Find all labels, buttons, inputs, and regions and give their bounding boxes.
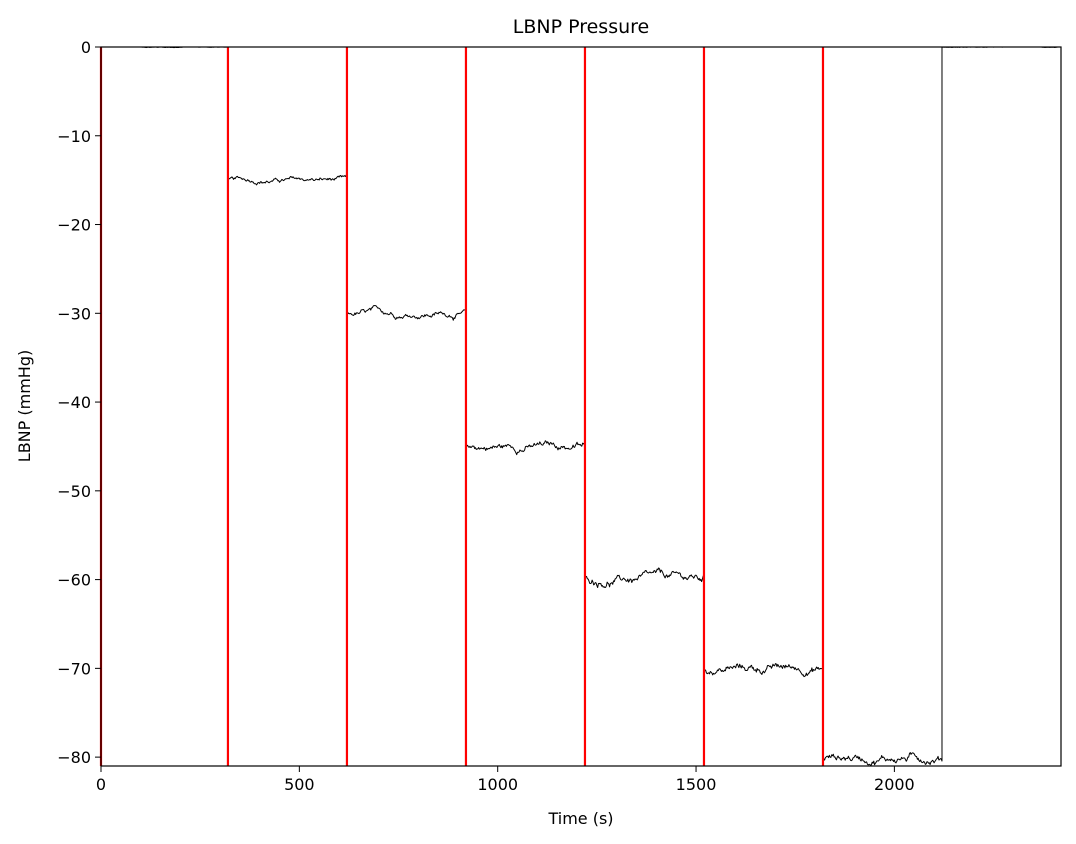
y-tick-label: −30 bbox=[57, 304, 91, 323]
y-tick-label: −40 bbox=[57, 393, 91, 412]
y-tick-label: −10 bbox=[57, 127, 91, 146]
x-tick-label: 0 bbox=[96, 775, 106, 794]
y-tick-label: −60 bbox=[57, 571, 91, 590]
y-axis-label: LBNP (mmHg) bbox=[15, 350, 34, 462]
x-tick-label: 1500 bbox=[676, 775, 717, 794]
y-tick-label: −70 bbox=[57, 659, 91, 678]
y-tick-label: 0 bbox=[81, 38, 91, 57]
y-tick-label: −20 bbox=[57, 216, 91, 235]
axes-frame bbox=[100, 46, 1062, 767]
axis-ticks: 0 500 1000 1500 2000 0 −10 −20 −30 −40 −50 −60 −70 −8… bbox=[57, 38, 915, 794]
x-axis-label: Time (s) bbox=[547, 809, 613, 828]
x-tick-label: 1000 bbox=[477, 775, 518, 794]
pressure-trace-line bbox=[101, 46, 1061, 767]
y-tick-label: −50 bbox=[57, 482, 91, 501]
x-tick-label: 500 bbox=[284, 775, 315, 794]
y-tick-label: −80 bbox=[57, 748, 91, 767]
chart-title: LBNP Pressure bbox=[513, 16, 649, 38]
x-tick-label: 2000 bbox=[874, 775, 915, 794]
